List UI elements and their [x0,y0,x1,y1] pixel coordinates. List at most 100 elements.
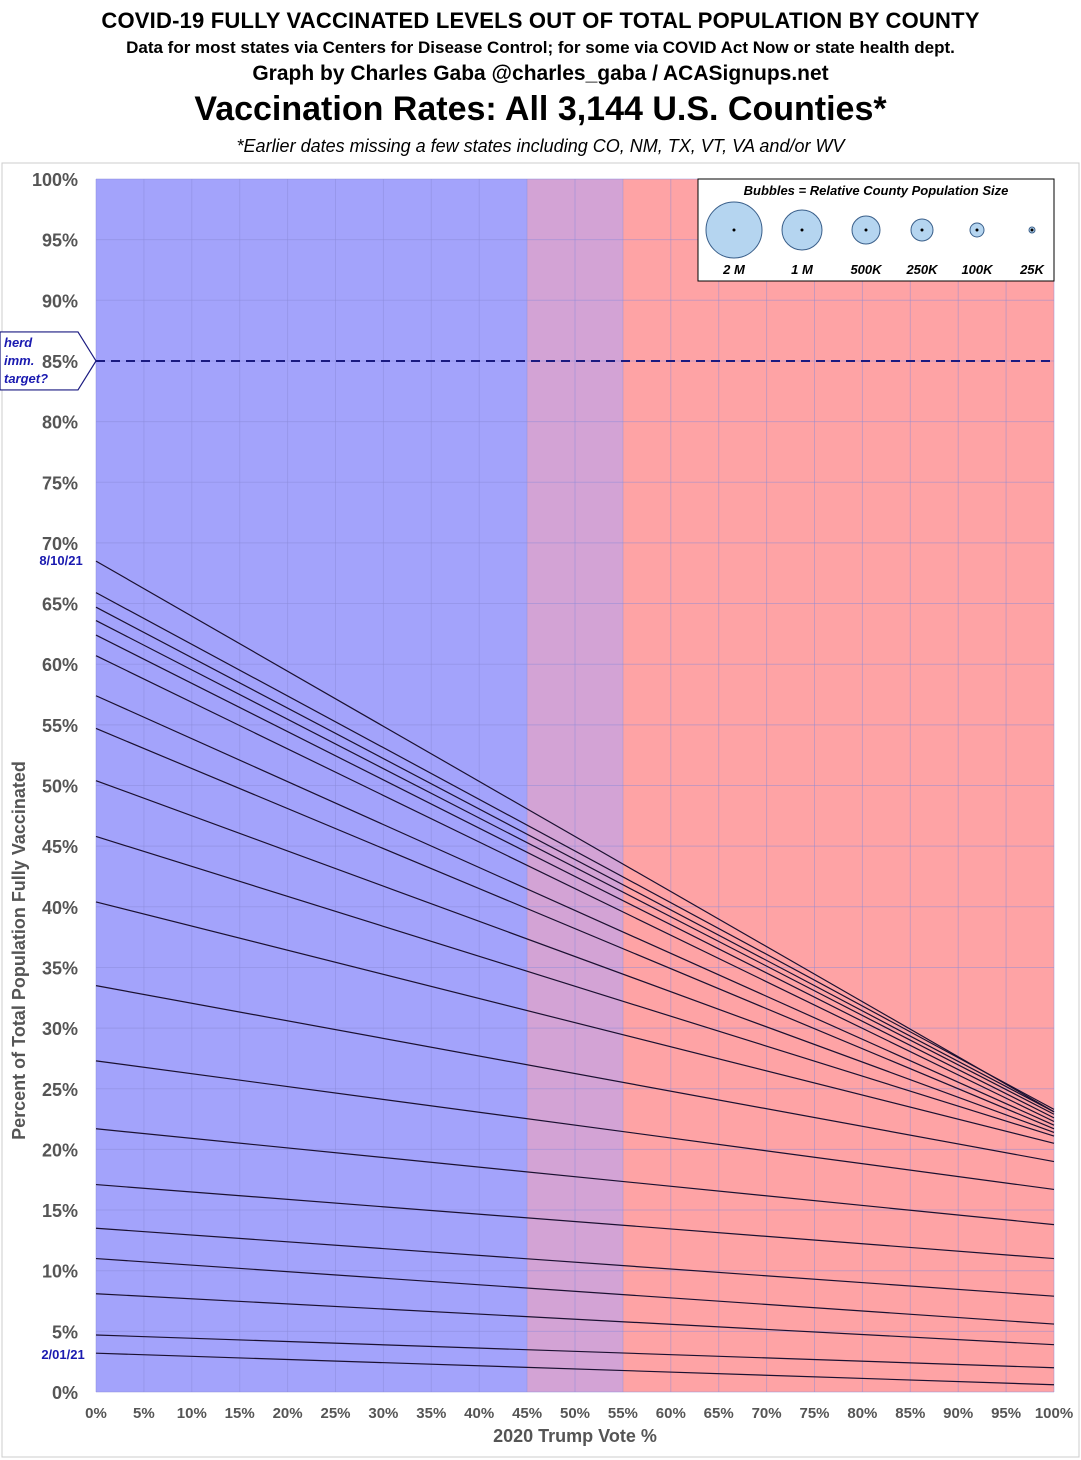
x-tick-label: 75% [799,1405,829,1422]
trend-line [95,655,1055,1123]
herd-target-label: imm. [4,353,34,368]
x-tick-label: 0% [85,1405,107,1422]
x-axis-title: 2020 Trump Vote % [493,1426,657,1446]
trend-line [95,695,1055,1126]
legend-bubble-dot [800,228,804,232]
chart-footnote: *Earlier dates missing a few states incl… [236,136,845,156]
trend-line [95,619,1055,1115]
chart-frame [1,162,1080,1458]
x-tick-label: 95% [991,1405,1021,1422]
legend-title: Bubbles = Relative County Population Siz… [744,183,1009,198]
y-tick-label: 100% [32,170,78,190]
y-tick-label: 0% [52,1383,78,1403]
zone-red [622,179,1054,1392]
y-tick-label: 40% [42,898,78,918]
trend-line [95,1352,1055,1386]
x-axis-ticks: 0% 5% 10% 15% 20% 25% 30% 35% 40% 45% 50% 55% 60% 65%… [85,1405,1073,1422]
herd-target-label: herd [4,335,33,350]
trend-line [95,1334,1055,1369]
trend-line [95,985,1055,1163]
y-tick-label: 95% [42,231,78,251]
x-tick-label: 50% [560,1405,590,1422]
herd-target-label: target? [4,371,48,386]
y-axis-title: Percent of Total Population Fully Vaccin… [9,761,29,1140]
x-tick-label: 45% [512,1405,542,1422]
x-tick-label: 55% [608,1405,638,1422]
legend-item-label: 25K [1019,262,1045,277]
y-tick-label: 55% [42,716,78,736]
trend-line [95,727,1055,1130]
trend-line [95,560,1055,1113]
trend-line [95,1060,1055,1191]
axis-titles: 2020 Trump Vote % Percent of Total Popul… [9,761,657,1446]
legend-bubble-dot [732,228,736,232]
header-line-1: COVID-19 FULLY VACCINATED LEVELS OUT OF … [101,8,980,33]
y-tick-label: 20% [42,1140,78,1160]
x-tick-label: 40% [464,1405,494,1422]
y-tick-label: 45% [42,837,78,857]
first-date-label: 2/01/21 [41,1347,84,1362]
legend-item-label: 1 M [791,262,814,277]
trend-line [95,1183,1055,1260]
y-tick-label: 5% [52,1322,78,1342]
x-tick-label: 5% [133,1405,155,1422]
y-tick-label: 85% [42,352,78,372]
x-tick-label: 30% [368,1405,398,1422]
y-tick-label: 80% [42,413,78,433]
x-tick-label: 65% [704,1405,734,1422]
legend-bubble-dot [864,228,868,232]
x-tick-label: 80% [847,1405,877,1422]
y-tick-label: 65% [42,595,78,615]
trend-lines [95,560,1055,1386]
legend-item-label: 2 M [722,262,746,277]
x-tick-label: 70% [752,1405,782,1422]
trend-line [95,634,1055,1119]
herd-immunity-reference: herd imm. target? [0,331,1054,391]
y-tick-label: 60% [42,655,78,675]
x-tick-label: 20% [273,1405,303,1422]
y-tick-label: 70% [42,534,78,554]
trend-line [95,835,1055,1137]
y-tick-label: 90% [42,291,78,311]
legend-bubble-dot [975,228,979,232]
legend-bubble-dot [1030,228,1034,232]
x-tick-label: 10% [177,1405,207,1422]
x-tick-label: 35% [416,1405,446,1422]
zone-purple [527,179,623,1392]
legend-item-label: 250K [905,262,939,277]
trend-line [95,1227,1055,1297]
legend-item-label: 500K [850,262,883,277]
trend-line [95,592,1055,1110]
trend-line [95,901,1055,1144]
trend-line [95,1128,1055,1226]
y-tick-label: 15% [42,1201,78,1221]
trend-line [95,1293,1055,1346]
x-tick-label: 60% [656,1405,686,1422]
trend-line [95,606,1055,1113]
date-labels: 8/10/21 2/01/21 [39,553,84,1362]
y-tick-label: 50% [42,777,78,797]
x-tick-label: 100% [1035,1405,1073,1422]
x-tick-label: 15% [225,1405,255,1422]
y-tick-label: 35% [42,958,78,978]
y-tick-label: 10% [42,1262,78,1282]
bubble-legend: Bubbles = Relative County Population Siz… [697,178,1055,282]
header-line-2: Data for most states via Centers for Dis… [126,38,955,57]
x-tick-label: 25% [320,1405,350,1422]
header-line-3: Graph by Charles Gaba @charles_gaba / AC… [252,62,829,85]
y-tick-label: 30% [42,1019,78,1039]
trend-line [95,780,1055,1133]
last-date-label: 8/10/21 [39,553,82,568]
y-axis-ticks: 0% 5% 10% 15% 20% 25% 30% 35% 40% 45% 50% 55% 60% 65%… [32,170,78,1403]
y-tick-label: 25% [42,1080,78,1100]
x-tick-label: 85% [895,1405,925,1422]
chart-title: Vaccination Rates: All 3,144 U.S. Counti… [194,90,887,128]
grid-lines [95,178,1055,1393]
y-tick-label: 75% [42,473,78,493]
legend-item-label: 100K [961,262,994,277]
herd-target-callout [0,331,97,391]
trend-line [95,1257,1055,1325]
legend-bubble-dot [920,228,924,232]
x-tick-label: 90% [943,1405,973,1422]
